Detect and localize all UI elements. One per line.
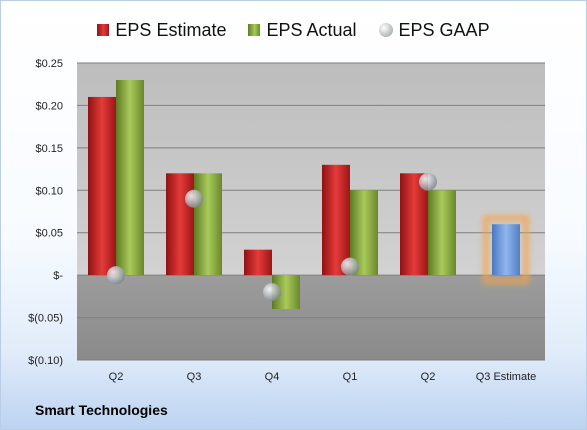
eps-actual-bar [194, 173, 222, 276]
y-tick-label: $0.15 [35, 143, 63, 155]
eps-gaap-marker [185, 189, 203, 208]
bars [88, 79, 529, 310]
forecast-glow [483, 215, 529, 285]
x-tick-label: Q1 [343, 371, 358, 383]
eps-gaap-marker [341, 257, 359, 276]
eps-estimate-bar [244, 249, 272, 276]
plot-area-positive [77, 63, 545, 276]
y-tick-label: $0.25 [35, 58, 63, 70]
company-name: Smart Technologies [35, 402, 168, 418]
legend-estimate-swatch [97, 24, 110, 36]
x-tick-label: Q3 Estimate [476, 371, 537, 383]
y-tick-label: $(0.10) [28, 355, 63, 367]
x-tick-label: Q2 [421, 371, 436, 383]
x-tick-label: Q3 [187, 371, 202, 383]
eps-gaap-marker [107, 266, 125, 285]
x-tick-label: Q2 [109, 371, 124, 383]
eps-actual-bar [116, 79, 144, 276]
y-tick-label: $0.05 [35, 228, 63, 240]
gaap-markers [107, 172, 437, 302]
eps-estimate-bar [166, 173, 194, 276]
y-tick-label: $(0.05) [28, 313, 63, 325]
x-tick-label: Q4 [265, 371, 280, 383]
eps-estimate-bar [322, 164, 350, 276]
legend: EPS Estimate EPS Actual EPS GAAP [1, 18, 586, 42]
x-axis-ticks: Q2 Q3 Q4 Q1 Q2 Q3 Estimate [109, 371, 537, 383]
legend-item-actual: EPS Actual [248, 18, 357, 42]
y-axis-ticks: $0.25 $0.20 $0.15 $0.10 $0.05 $- $(0.05) $(0.10… [28, 58, 63, 367]
eps-actual-bar [428, 190, 456, 276]
legend-actual-label: EPS Actual [266, 19, 357, 40]
eps-estimate-bar [400, 173, 428, 276]
eps-estimate-bar [88, 96, 116, 276]
legend-actual-swatch [248, 24, 261, 36]
legend-estimate-label: EPS Estimate [115, 19, 227, 40]
legend-gaap-label: EPS GAAP [398, 19, 490, 40]
legend-item-estimate: EPS Estimate [97, 18, 226, 42]
y-tick-label: $- [53, 270, 63, 282]
legend-gaap-swatch [378, 23, 393, 37]
eps-gaap-marker [263, 283, 281, 302]
forecast-estimate-bar [492, 224, 520, 276]
y-tick-label: $0.20 [35, 100, 63, 112]
legend-item-gaap: EPS GAAP [378, 18, 490, 42]
gridlines [77, 62, 545, 361]
y-tick-label: $0.10 [35, 185, 63, 197]
eps-gaap-marker [419, 172, 437, 191]
